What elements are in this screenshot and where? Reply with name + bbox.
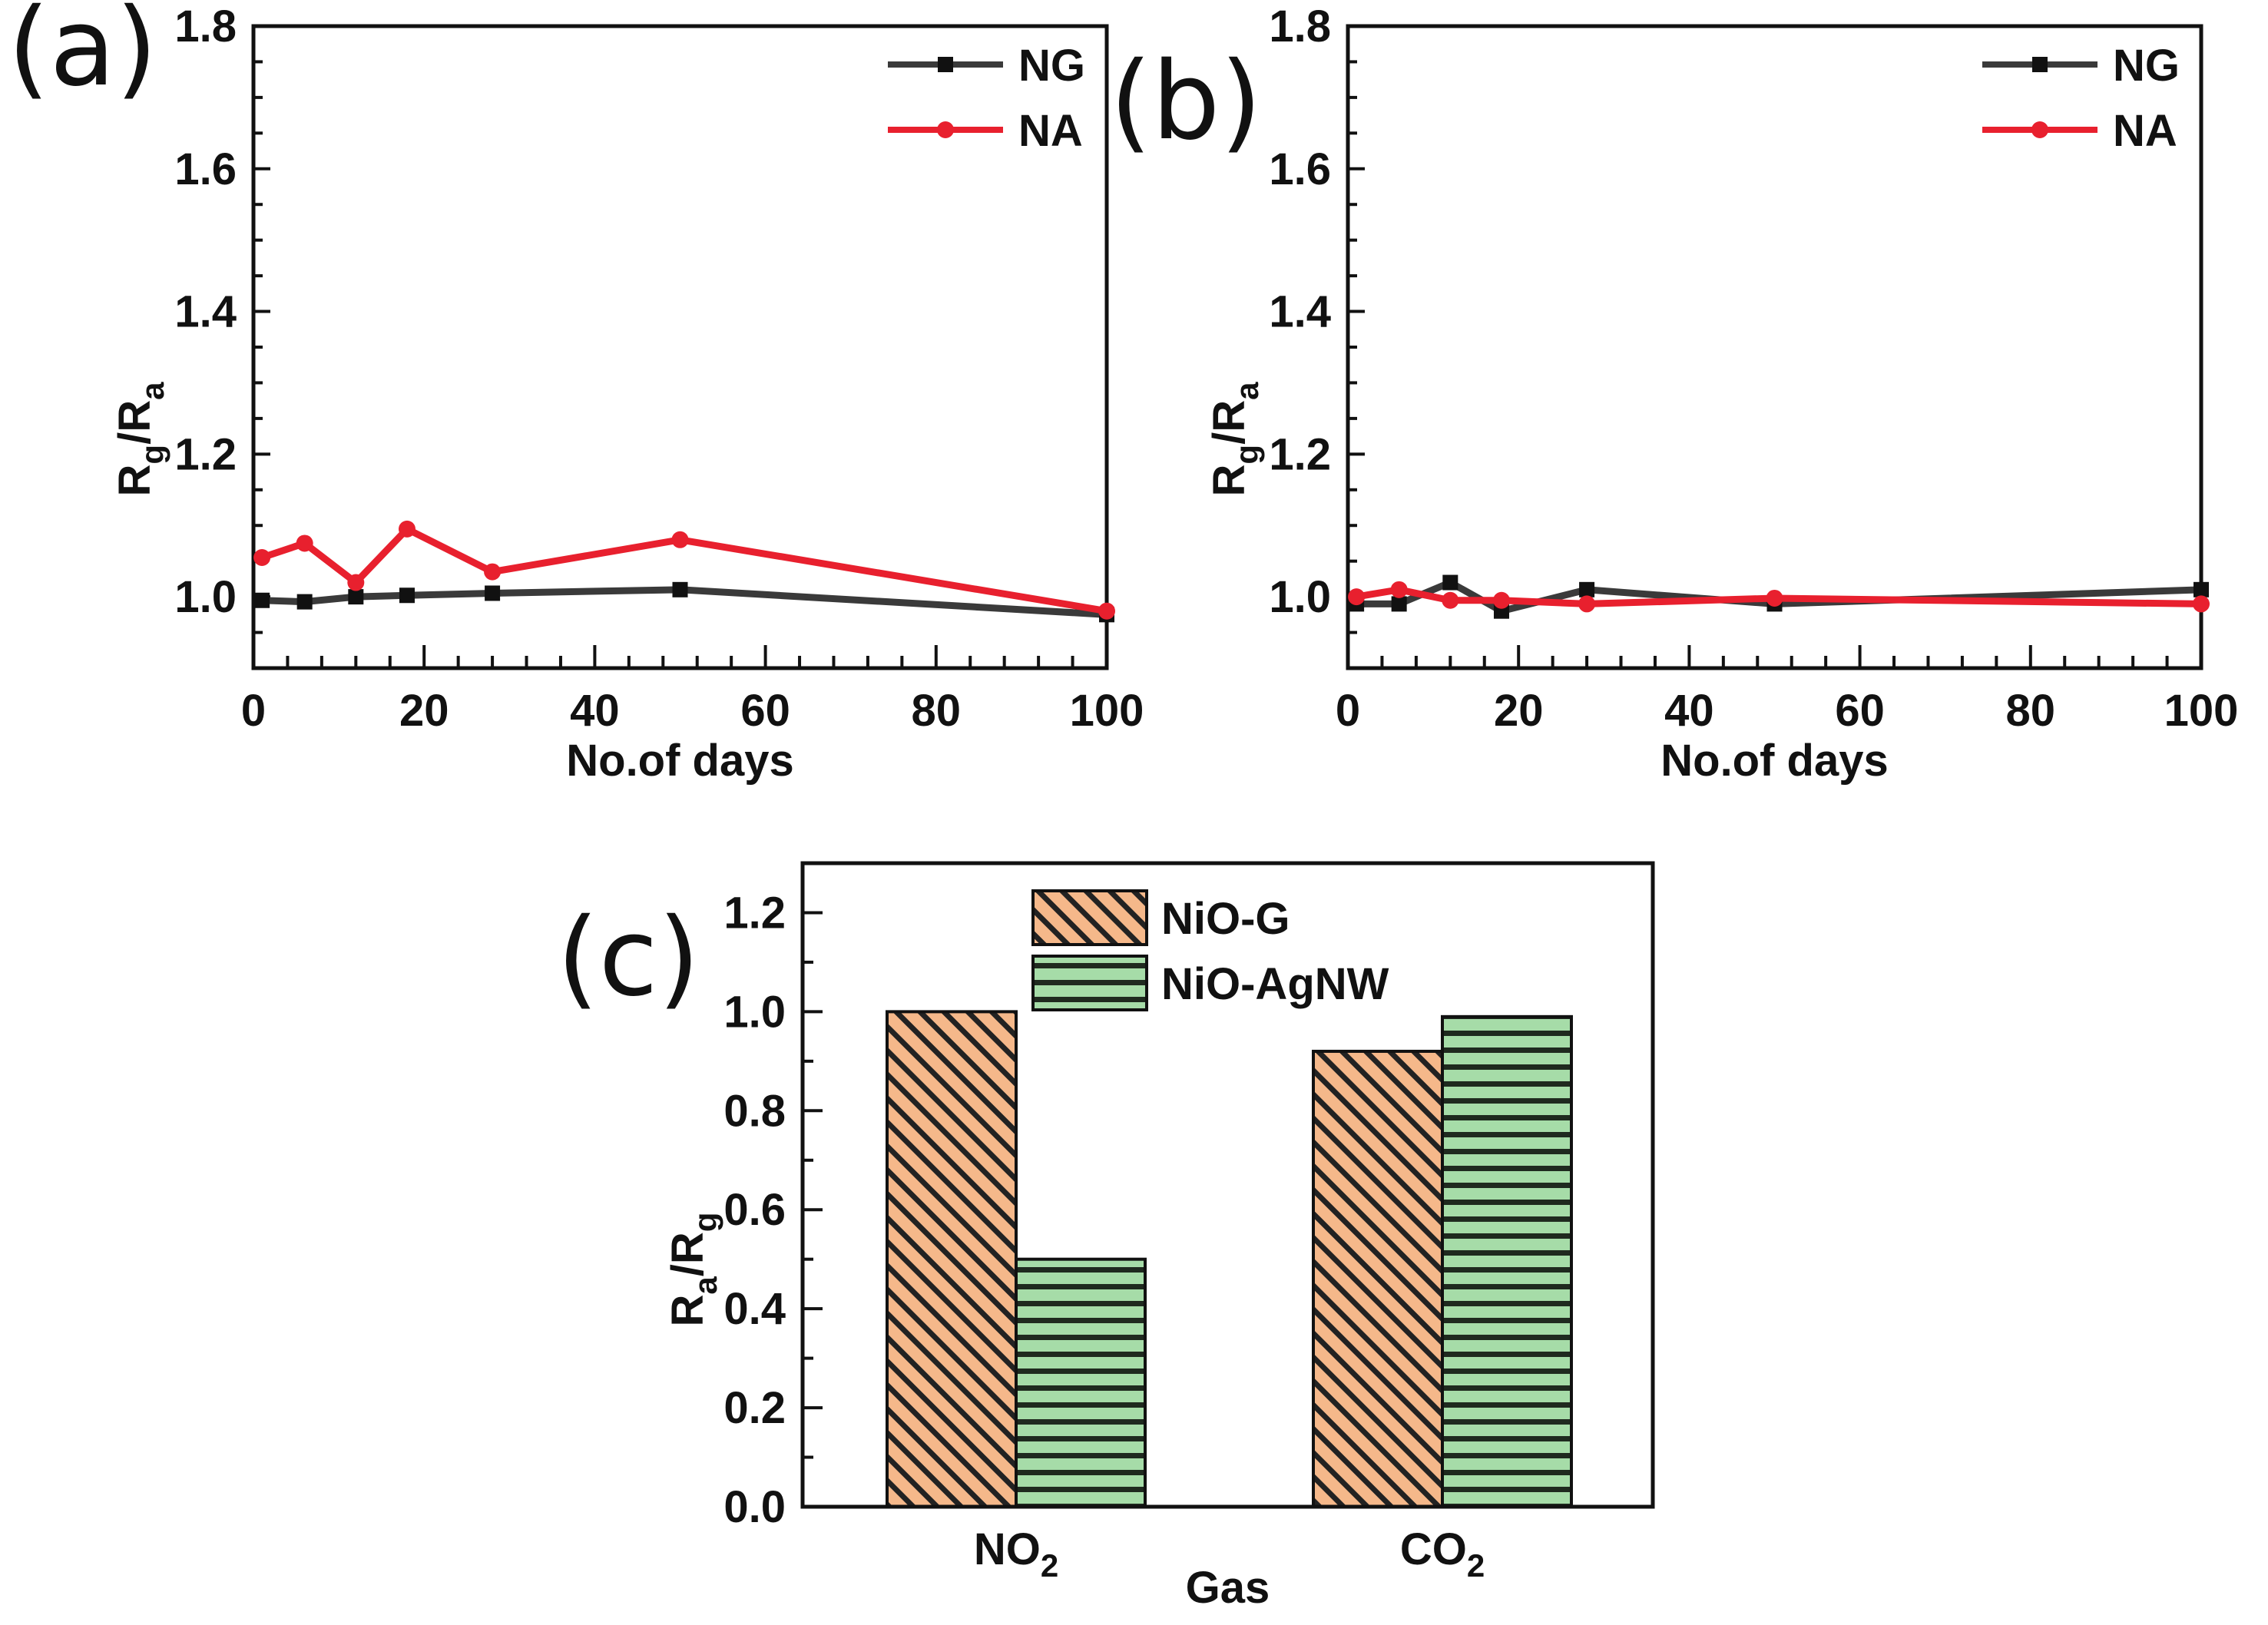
data-point-NG (1442, 574, 1458, 591)
data-point-NA (398, 520, 416, 538)
legend-label: NG (1018, 41, 1085, 91)
data-point-NG (672, 581, 688, 597)
bar-NiO-AgNW-CO2 (1441, 1014, 1573, 1509)
data-point-NG (348, 589, 364, 605)
y-tick-label: 1.8 (174, 2, 237, 51)
data-point-NG (485, 585, 501, 601)
data-point-NG (296, 594, 313, 610)
data-point-NG (1579, 581, 1595, 597)
y-tick-label: 1.0 (174, 572, 237, 622)
y-axis-label: Rg/Ra (110, 382, 171, 497)
legend-label: NiO-AgNW (1161, 959, 1389, 1009)
x-tick-label: 40 (570, 686, 620, 736)
x-axis-label: No.of days (566, 736, 794, 786)
legend-marker (2031, 121, 2048, 138)
data-point-NA (347, 574, 365, 591)
x-tick-label: 80 (912, 686, 962, 736)
chart-b: 0 20 40 60 80 100 1.0 1.2 1.4 1.6 1.8 No.of days (b)… (1110, 2, 2238, 786)
y-tick-label: 1.2 (723, 888, 786, 938)
y-tick-label: 0.2 (723, 1383, 786, 1433)
bar-NiO-G-CO2 (1312, 1049, 1444, 1508)
x-tick-label: 0 (1336, 686, 1360, 736)
x-tick-label: NO2 (974, 1524, 1058, 1584)
y-tick-label: 0.4 (723, 1284, 786, 1334)
y-tick-label: 0.8 (723, 1086, 786, 1136)
data-point-NA (1766, 589, 1783, 607)
panel-label: (b) (1110, 39, 1262, 164)
y-tick-label: 0.0 (723, 1482, 786, 1532)
y-tick-label: 0.6 (723, 1185, 786, 1235)
y-tick-label: 1.4 (174, 287, 237, 337)
legend-label: NG (2113, 41, 2180, 91)
data-point-NG (254, 592, 270, 608)
legend-swatch-NiO-AgNW (1031, 955, 1148, 1011)
y-tick-label: 1.2 (1269, 429, 1331, 479)
panel-label: (a) (8, 0, 157, 111)
data-point-NA (484, 563, 502, 581)
data-point-NA (253, 549, 271, 567)
data-point-NA (1348, 588, 1366, 606)
data-point-NA (1098, 602, 1115, 620)
data-point-NG (2194, 581, 2209, 597)
legend-marker (937, 121, 954, 138)
x-tick-label: 100 (2164, 686, 2239, 736)
legend-label: NA (2113, 106, 2177, 156)
data-point-NG (1391, 596, 1407, 612)
y-tick-label: 1.8 (1269, 2, 1331, 51)
plot-frame (251, 24, 1109, 670)
data-point-NA (671, 531, 689, 548)
x-tick-label: 20 (1494, 686, 1544, 736)
x-axis-label: Gas (1186, 1563, 1270, 1613)
data-point-NA (1390, 581, 1408, 598)
x-tick-label: 0 (241, 686, 266, 736)
y-tick-label: 1.6 (174, 144, 237, 194)
x-tick-label: 60 (740, 686, 790, 736)
legend-label: NA (1018, 106, 1083, 156)
data-point-NA (1492, 591, 1510, 609)
y-axis-label: Ra/Rg (663, 1213, 723, 1327)
legend-marker (938, 57, 953, 72)
x-tick-label: 20 (399, 686, 449, 736)
chart-a: 0 20 40 60 80 100 1.0 1.2 1.4 1.6 1.8 No.of days (a)… (8, 0, 1144, 786)
data-point-NA (2193, 595, 2210, 613)
data-point-NA (1442, 591, 1459, 609)
legend-swatch-NiO-G (1031, 889, 1148, 946)
panel-label: (c) (557, 895, 700, 1021)
x-tick-label: 100 (1070, 686, 1144, 736)
x-tick-label: CO2 (1400, 1524, 1485, 1584)
bar-NiO-G-NO2 (886, 1010, 1018, 1508)
x-tick-label: 60 (1835, 686, 1885, 736)
legend-marker (2032, 57, 2048, 72)
data-point-NA (1578, 595, 1596, 613)
x-axis-label: No.of days (1660, 736, 1889, 786)
data-point-NA (296, 534, 313, 552)
y-tick-label: 1.2 (174, 429, 237, 479)
y-tick-label: 1.0 (1269, 572, 1331, 622)
plot-frame (800, 861, 1655, 1509)
y-tick-label: 1.4 (1269, 287, 1331, 337)
y-axis-label: Rg/Ra (1204, 382, 1265, 497)
x-tick-label: 80 (2006, 686, 2056, 736)
data-point-NG (399, 587, 415, 604)
bar-NiO-AgNW-NO2 (1015, 1257, 1147, 1508)
y-tick-label: 1.6 (1269, 144, 1331, 194)
x-tick-label: 40 (1664, 686, 1714, 736)
legend-label: NiO-G (1161, 894, 1290, 944)
y-tick-label: 1.0 (723, 987, 786, 1037)
plot-frame (1346, 24, 2203, 670)
chart-c: NiO-G NiO-AgNW 0.0 0.2 0.4 0.6 0.8 1.0 1.2 NO2 CO2… (557, 861, 1655, 1613)
